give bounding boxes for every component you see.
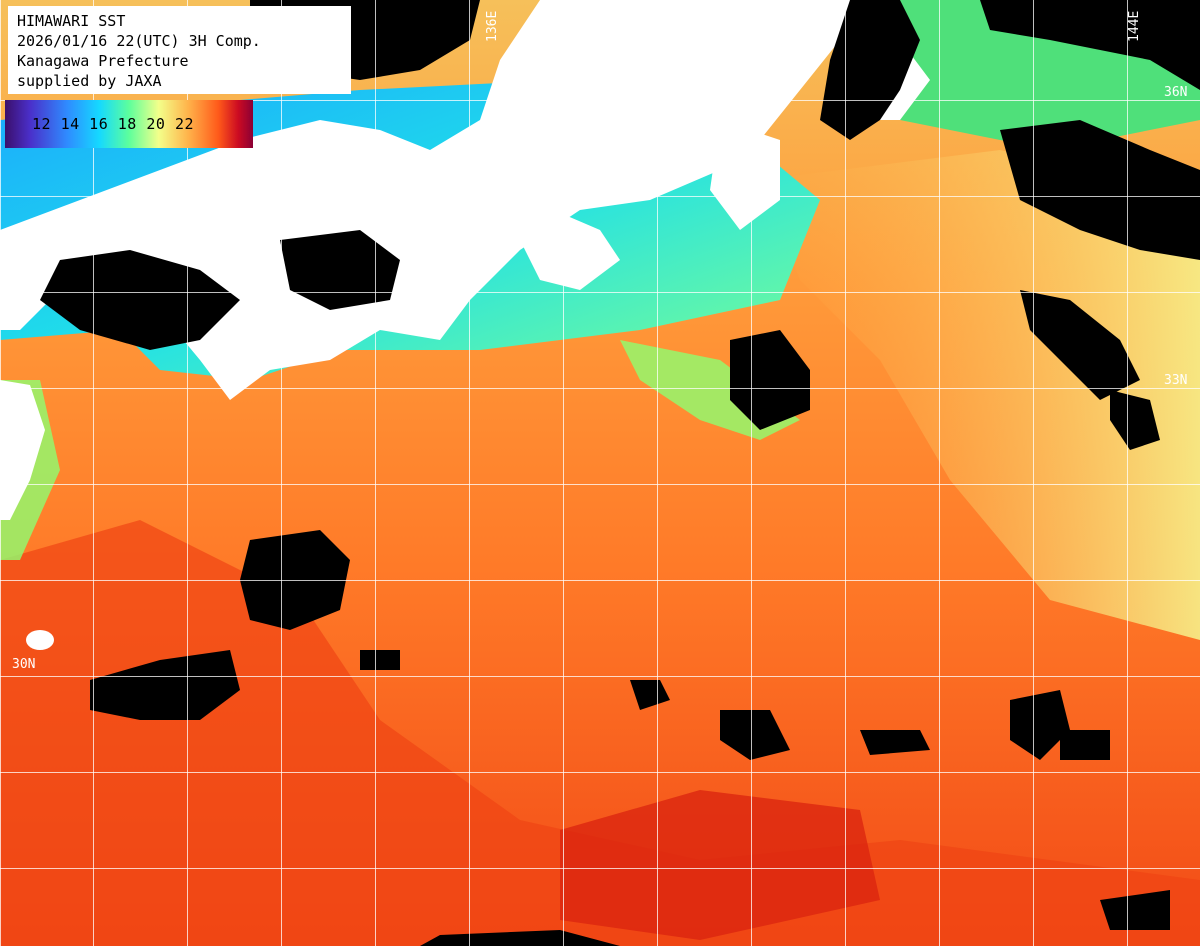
region: Kanagawa Prefecture	[17, 52, 189, 70]
land-kii	[520, 200, 620, 290]
cloud-coast-mid	[280, 230, 400, 310]
cloud-coast-west	[40, 250, 240, 350]
cloud-central-2	[90, 650, 240, 720]
lat-label-33n: 33N	[1164, 373, 1187, 388]
cloud-south-5	[1060, 730, 1110, 760]
supplier: supplied by JAXA	[17, 72, 162, 90]
color-scale-legend	[5, 100, 253, 148]
warm-southwest	[0, 520, 1200, 946]
cloud-central-3	[360, 650, 400, 670]
cloud-south-4	[1010, 690, 1070, 760]
cool-east-zone	[760, 150, 1200, 640]
land-izu	[710, 120, 780, 230]
dark-red-patch	[560, 790, 880, 940]
lat-label-30n: 30N	[12, 657, 35, 672]
lon-label-144e: 144E	[1127, 11, 1142, 42]
cloud-south-3	[860, 730, 930, 755]
timestamp: 2026/01/16 22(UTC) 3H Comp.	[17, 32, 261, 50]
cloud-bottom-right	[1100, 890, 1170, 930]
product-title: HIMAWARI SST	[17, 12, 126, 30]
cloud-south-2	[720, 710, 790, 760]
land-island-south	[26, 630, 54, 650]
lat-label-36n: 36N	[1164, 85, 1187, 100]
cloud-bay	[730, 330, 810, 430]
cloud-east-2	[1020, 290, 1140, 400]
cloud-south-1	[630, 680, 670, 710]
info-box: HIMAWARI SST 2026/01/16 22(UTC) 3H Comp.…	[8, 6, 351, 94]
cloud-ne-corner	[980, 0, 1200, 90]
cloud-east-1	[1000, 120, 1200, 260]
lon-label-136e: 136E	[485, 11, 500, 42]
cloud-east-3	[1110, 390, 1160, 450]
color-scale-labels: 12 14 16 18 20 22	[32, 115, 195, 133]
